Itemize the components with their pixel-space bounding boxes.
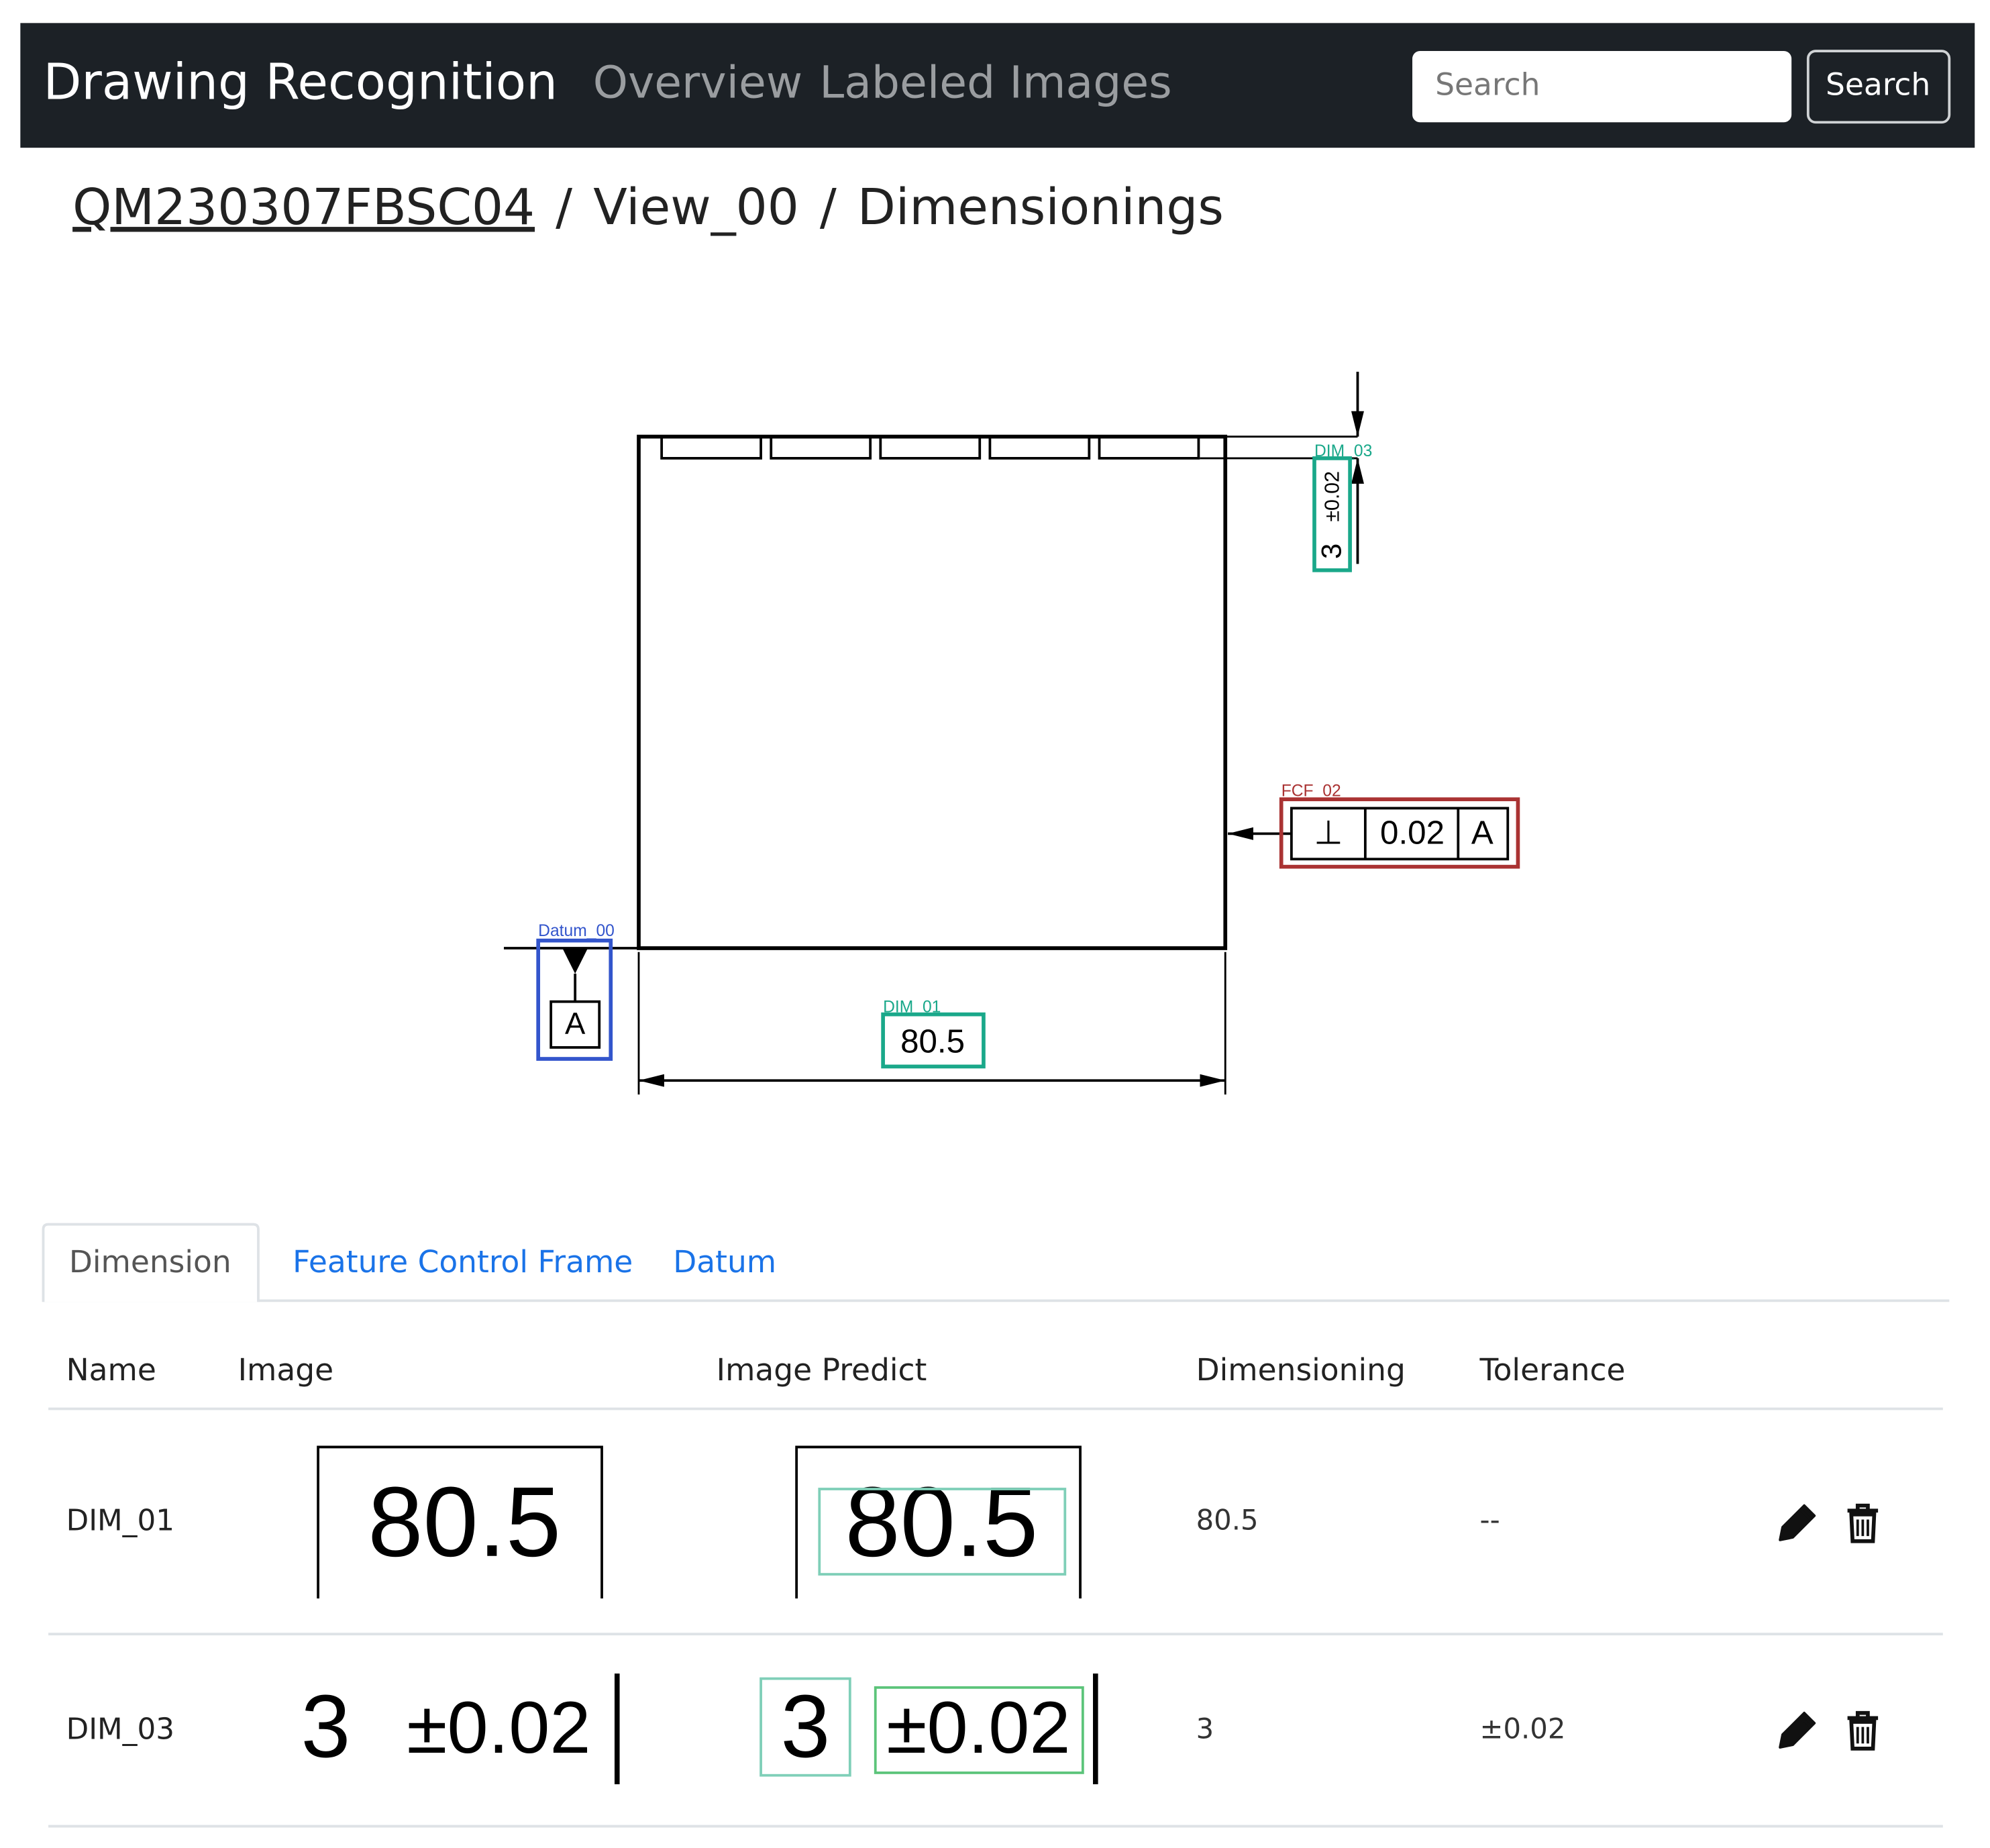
cell-name: DIM_01 bbox=[66, 1504, 174, 1537]
separator: / bbox=[556, 178, 572, 236]
tab[interactable]: Datum bbox=[673, 1244, 776, 1280]
annotation-label: Datum_00 bbox=[538, 922, 615, 940]
delete-button[interactable] bbox=[1847, 1503, 1879, 1543]
annotation-text: A bbox=[1471, 814, 1494, 851]
image-text: 80.5 bbox=[368, 1467, 561, 1578]
edit-button[interactable] bbox=[1779, 1711, 1816, 1749]
column-header: Image bbox=[238, 1352, 334, 1388]
table: Name Image Image Predict Dimensioning To… bbox=[48, 1352, 1943, 1828]
cell-tolerance: -- bbox=[1480, 1503, 1500, 1536]
cell-name: DIM_03 bbox=[66, 1712, 174, 1746]
drawing: DIM_03 3 ±0.02 FCF_02 ⊥ 0.02 A Datum_00 … bbox=[503, 371, 1520, 1095]
breadcrumb-link[interactable]: QM230307FBSC04 bbox=[72, 178, 535, 236]
annotation-text: ±0.02 bbox=[1321, 471, 1343, 522]
edit-button[interactable] bbox=[1779, 1504, 1816, 1541]
separator: / bbox=[820, 178, 837, 236]
cell-dimensioning: 3 bbox=[1196, 1712, 1214, 1745]
annotation-text: ⊥ bbox=[1314, 814, 1343, 851]
column-header: Tolerance bbox=[1479, 1352, 1626, 1388]
annotation-label: FCF_02 bbox=[1281, 782, 1341, 800]
column-header: Image Predict bbox=[717, 1352, 927, 1388]
nav-link[interactable]: Overview bbox=[593, 56, 802, 108]
nav-link[interactable]: Labeled Images bbox=[819, 56, 1171, 108]
image-text: 3 bbox=[781, 1677, 831, 1776]
annotation-label: DIM_01 bbox=[883, 998, 941, 1017]
cell-dimensioning: 80.5 bbox=[1196, 1503, 1259, 1536]
tab-active[interactable] bbox=[42, 1223, 260, 1302]
breadcrumb-item: View_00 bbox=[593, 178, 799, 236]
breadcrumb-item: Dimensionings bbox=[857, 178, 1224, 236]
tab[interactable]: Feature Control Frame bbox=[293, 1244, 633, 1280]
search-button[interactable] bbox=[1806, 50, 1951, 124]
column-header: Name bbox=[66, 1352, 156, 1388]
search-placeholder: Search bbox=[1435, 67, 1540, 103]
column-header: Dimensioning bbox=[1196, 1352, 1406, 1388]
delete-button[interactable] bbox=[1847, 1710, 1879, 1751]
image-text: ±0.02 bbox=[407, 1686, 590, 1769]
tab[interactable]: Dimension bbox=[69, 1244, 231, 1280]
annotation-text: 3 bbox=[1315, 544, 1347, 559]
breadcrumb: QM230307FBSC04 / View_00 / Dimensionings bbox=[72, 178, 1224, 236]
annotation-text: 80.5 bbox=[900, 1023, 965, 1060]
image-text: 80.5 bbox=[845, 1467, 1038, 1578]
annotation-label: DIM_03 bbox=[1314, 442, 1372, 460]
image-text: ±0.02 bbox=[886, 1686, 1070, 1769]
search-input[interactable] bbox=[1412, 51, 1792, 123]
cell-tolerance: ±0.02 bbox=[1480, 1712, 1566, 1745]
search-button-label[interactable]: Search bbox=[1826, 67, 1930, 103]
annotation-text: A bbox=[565, 1007, 586, 1041]
brand[interactable]: Drawing Recognition bbox=[43, 54, 558, 111]
annotation-text: 0.02 bbox=[1380, 814, 1445, 851]
image-text: 3 bbox=[301, 1677, 351, 1776]
